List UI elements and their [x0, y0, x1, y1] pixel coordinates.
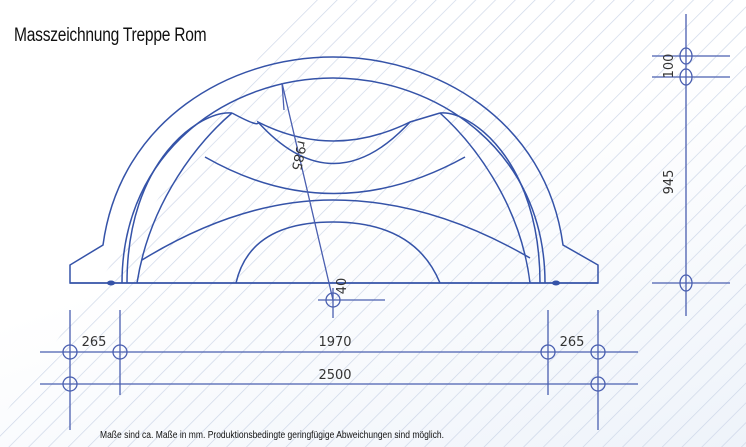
dim-total-label: 2500: [318, 368, 351, 383]
dim-left-label: 265: [82, 335, 107, 350]
step-4: [235, 221, 441, 284]
step-1-wall: [136, 112, 531, 284]
center-circle: [325, 292, 341, 308]
page-title: Masszeichnung Treppe Rom: [14, 25, 207, 46]
dim-rim-label: 100: [662, 54, 677, 79]
vertical-dimensions: [652, 14, 730, 316]
dim-right-label: 265: [560, 335, 585, 350]
inner-rim-3: [439, 112, 541, 284]
offset-label: 40: [335, 278, 350, 295]
radius-arrow: [281, 82, 285, 111]
radius-line: [281, 82, 334, 301]
anchor-left: [107, 280, 115, 286]
step-1: [231, 112, 441, 142]
dim-inner-label: 1970: [318, 335, 351, 350]
step-2: [204, 156, 466, 195]
anchor-right: [552, 280, 560, 286]
stair-drawing: [69, 56, 599, 286]
dim-height-label: 945: [662, 170, 677, 195]
disclaimer-note: Maße sind ca. Maße in mm. Produktionsbed…: [100, 430, 444, 441]
horizontal-dimensions: [40, 310, 638, 430]
outer-outline: [69, 56, 599, 284]
radius-label: r985: [288, 139, 309, 172]
step-3: [141, 199, 531, 261]
inner-rim-2: [126, 112, 233, 284]
step-1-edge: [257, 121, 411, 165]
